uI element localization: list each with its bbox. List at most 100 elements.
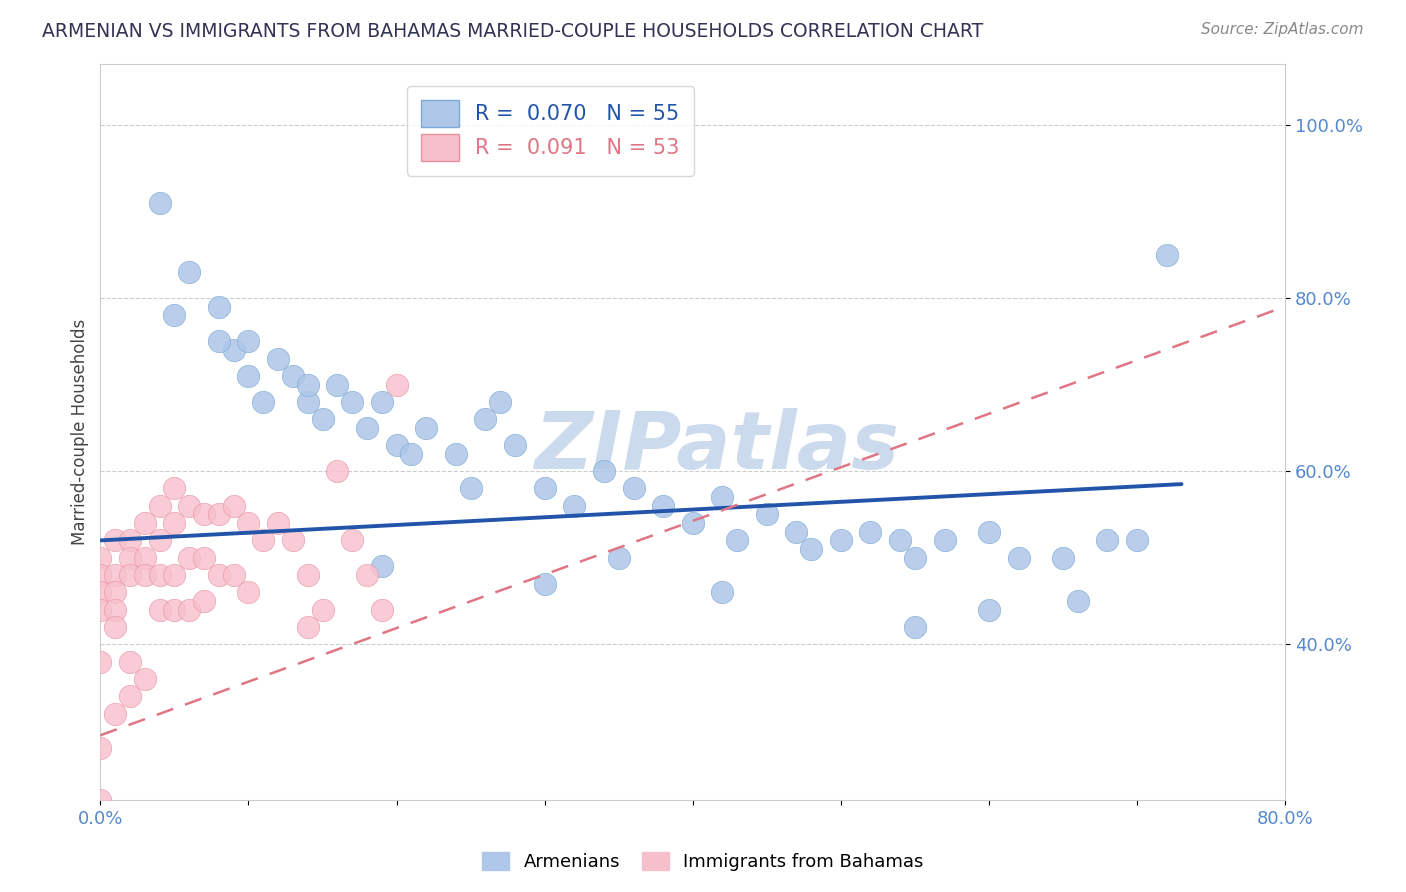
Point — [623, 482, 645, 496]
Point — [252, 394, 274, 409]
Point — [281, 533, 304, 548]
Point — [297, 377, 319, 392]
Point — [401, 447, 423, 461]
Point — [208, 300, 231, 314]
Legend: Armenians, Immigrants from Bahamas: Armenians, Immigrants from Bahamas — [475, 845, 931, 879]
Point — [281, 368, 304, 383]
Point — [163, 516, 186, 530]
Point — [89, 550, 111, 565]
Point — [385, 377, 408, 392]
Point — [533, 482, 555, 496]
Point — [326, 377, 349, 392]
Point — [371, 394, 394, 409]
Point — [415, 421, 437, 435]
Point — [89, 568, 111, 582]
Point — [652, 499, 675, 513]
Point — [711, 585, 734, 599]
Point — [297, 394, 319, 409]
Point — [134, 568, 156, 582]
Point — [725, 533, 748, 548]
Point — [1007, 550, 1029, 565]
Point — [238, 516, 260, 530]
Point — [134, 516, 156, 530]
Point — [252, 533, 274, 548]
Point — [193, 550, 215, 565]
Point — [311, 603, 333, 617]
Legend: R =  0.070   N = 55, R =  0.091   N = 53: R = 0.070 N = 55, R = 0.091 N = 53 — [406, 86, 695, 176]
Point — [149, 603, 172, 617]
Point — [104, 568, 127, 582]
Point — [89, 603, 111, 617]
Point — [89, 585, 111, 599]
Point — [904, 550, 927, 565]
Point — [163, 603, 186, 617]
Point — [444, 447, 467, 461]
Text: ARMENIAN VS IMMIGRANTS FROM BAHAMAS MARRIED-COUPLE HOUSEHOLDS CORRELATION CHART: ARMENIAN VS IMMIGRANTS FROM BAHAMAS MARR… — [42, 22, 983, 41]
Point — [179, 265, 201, 279]
Point — [503, 438, 526, 452]
Point — [385, 438, 408, 452]
Point — [607, 550, 630, 565]
Point — [89, 793, 111, 807]
Point — [149, 499, 172, 513]
Point — [104, 620, 127, 634]
Point — [297, 620, 319, 634]
Point — [1052, 550, 1074, 565]
Point — [179, 603, 201, 617]
Text: ZIPatlas: ZIPatlas — [534, 408, 898, 486]
Point — [222, 499, 245, 513]
Point — [118, 690, 141, 704]
Point — [134, 672, 156, 686]
Point — [238, 334, 260, 349]
Point — [118, 550, 141, 565]
Point — [222, 343, 245, 357]
Point — [149, 195, 172, 210]
Point — [163, 308, 186, 322]
Point — [356, 568, 378, 582]
Point — [562, 499, 585, 513]
Point — [1156, 247, 1178, 261]
Point — [474, 412, 496, 426]
Point — [859, 524, 882, 539]
Point — [267, 351, 290, 366]
Point — [533, 576, 555, 591]
Point — [149, 568, 172, 582]
Point — [118, 655, 141, 669]
Point — [134, 550, 156, 565]
Point — [104, 603, 127, 617]
Point — [340, 394, 363, 409]
Point — [193, 594, 215, 608]
Point — [89, 655, 111, 669]
Point — [711, 490, 734, 504]
Point — [208, 568, 231, 582]
Point — [460, 482, 482, 496]
Point — [163, 482, 186, 496]
Point — [889, 533, 911, 548]
Point — [208, 508, 231, 522]
Point — [371, 559, 394, 574]
Point — [297, 568, 319, 582]
Point — [104, 585, 127, 599]
Point — [163, 568, 186, 582]
Point — [1097, 533, 1119, 548]
Point — [326, 464, 349, 478]
Point — [356, 421, 378, 435]
Point — [1067, 594, 1090, 608]
Point — [904, 620, 927, 634]
Point — [311, 412, 333, 426]
Point — [371, 603, 394, 617]
Point — [1126, 533, 1149, 548]
Point — [179, 550, 201, 565]
Y-axis label: Married-couple Households: Married-couple Households — [72, 319, 89, 545]
Point — [340, 533, 363, 548]
Point — [830, 533, 852, 548]
Point — [238, 368, 260, 383]
Point — [593, 464, 616, 478]
Point — [104, 706, 127, 721]
Point — [489, 394, 512, 409]
Point — [977, 603, 1000, 617]
Point — [118, 533, 141, 548]
Point — [104, 533, 127, 548]
Point — [193, 508, 215, 522]
Point — [179, 499, 201, 513]
